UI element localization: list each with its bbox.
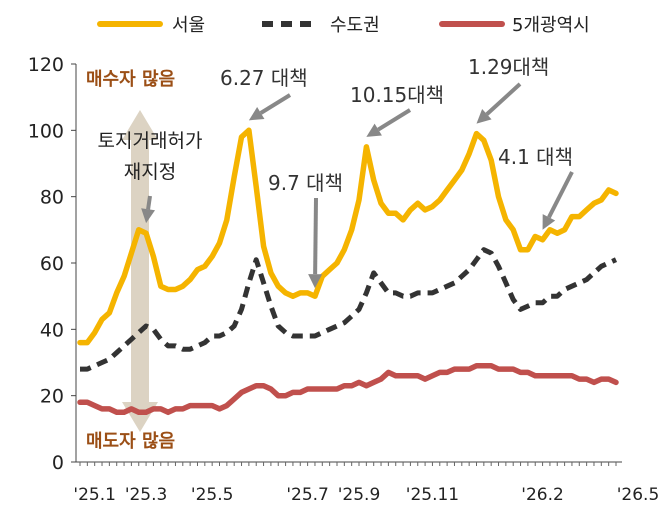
annotation-arrow-shaft: [146, 195, 152, 210]
legend-label-seoul: 서울: [172, 15, 205, 36]
legend-label-capital-area: 수도권: [330, 15, 380, 36]
annotation-arrow-head: [248, 107, 265, 121]
annotation-arrows: [141, 82, 574, 289]
y-tick-label: 120: [28, 54, 64, 76]
annotation-arrow-shaft: [377, 108, 412, 132]
series-line-five-metros: [77, 363, 619, 416]
x-tick-label: '26.2: [521, 485, 564, 505]
y-tick-label: 60: [40, 253, 64, 275]
annotation-arrow-shaft: [259, 93, 292, 115]
x-axis: '25.1 '25.3 '25.5 '25.7 '25.9 '25.11 '26.2 '26.…: [73, 461, 659, 505]
y-axis: 0 20 40 60 80 100 120: [28, 54, 77, 474]
buy-side-label: 매수자 많음: [86, 69, 175, 90]
measure-1015-label: 10.15대책: [350, 83, 444, 107]
measure-0401-label: 4.1 대책: [498, 145, 573, 169]
series-layer: [77, 127, 619, 416]
measure-0627-label: 6.27 대책: [220, 66, 308, 90]
land-permit-label-line2: 재지정: [124, 161, 176, 183]
sell-side-label: 매도자 많음: [86, 431, 175, 452]
x-tick-label: '25.5: [191, 485, 234, 505]
annotation-arrow-head: [542, 214, 556, 230]
x-tick-label: '26.5: [617, 485, 659, 505]
x-tick-label: '25.9: [338, 485, 381, 505]
x-tick-label: '25.1: [73, 485, 116, 505]
legend: 서울 수도권 5개광역시: [97, 15, 590, 36]
annotation-arrow-shaft: [485, 82, 522, 116]
land-permit-label-line1: 토지거래허가: [98, 130, 203, 152]
series-line-capital-area: [80, 247, 618, 372]
annotation-arrow-head: [308, 274, 323, 289]
measure-0907-label: 9.7 대책: [268, 171, 343, 195]
y-tick-label: 20: [40, 386, 64, 408]
series-line-seoul: [77, 127, 619, 346]
x-tick-label: '25.3: [125, 485, 168, 505]
annotation-arrow-shaft: [547, 171, 574, 219]
annotations: 매수자 많음 매도자 많음 토지거래허가 재지정 6.27 대책 9.7 대책 …: [86, 55, 573, 452]
y-tick-label: 40: [40, 319, 64, 341]
y-tick-label: 100: [28, 120, 64, 142]
y-tick-label: 80: [40, 187, 64, 209]
legend-label-five-metros: 5개광역시: [512, 15, 590, 36]
arrow-bar-up: [122, 110, 158, 400]
annotation-arrow-head: [476, 109, 492, 124]
annotation-arrow-head: [366, 123, 382, 137]
measure-0129-label: 1.29대책: [468, 55, 549, 79]
y-tick-label: 0: [52, 452, 64, 474]
annotation-arrow-shaft: [313, 197, 318, 275]
annotation-arrow-head: [141, 208, 156, 224]
x-tick-label: '25.11: [406, 485, 459, 505]
arrow-bar-down: [122, 400, 158, 432]
x-tick-label: '25.7: [286, 485, 329, 505]
